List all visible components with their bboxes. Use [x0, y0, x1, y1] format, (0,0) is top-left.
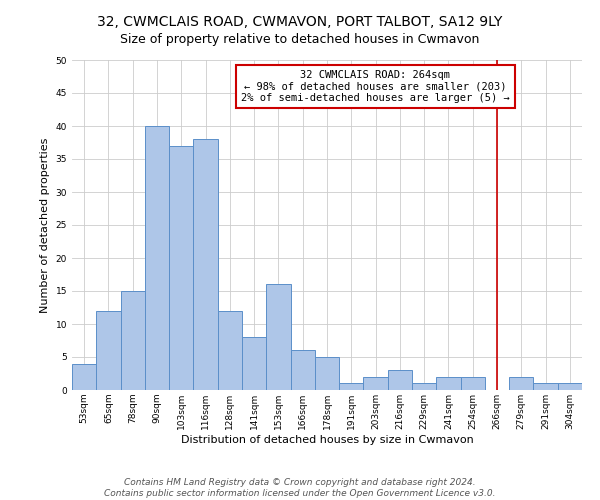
Bar — [388, 370, 412, 390]
Text: 32, CWMCLAIS ROAD, CWMAVON, PORT TALBOT, SA12 9LY: 32, CWMCLAIS ROAD, CWMAVON, PORT TALBOT,… — [97, 15, 503, 29]
Bar — [533, 384, 558, 390]
Bar — [72, 364, 96, 390]
Bar — [145, 126, 169, 390]
Bar — [364, 377, 388, 390]
Text: Contains HM Land Registry data © Crown copyright and database right 2024.
Contai: Contains HM Land Registry data © Crown c… — [104, 478, 496, 498]
Bar — [96, 311, 121, 390]
Bar — [290, 350, 315, 390]
Y-axis label: Number of detached properties: Number of detached properties — [40, 138, 50, 312]
Bar — [242, 337, 266, 390]
Text: 32 CWMCLAIS ROAD: 264sqm
← 98% of detached houses are smaller (203)
2% of semi-d: 32 CWMCLAIS ROAD: 264sqm ← 98% of detach… — [241, 70, 510, 103]
Bar — [121, 291, 145, 390]
Bar — [339, 384, 364, 390]
Bar — [169, 146, 193, 390]
Bar — [412, 384, 436, 390]
X-axis label: Distribution of detached houses by size in Cwmavon: Distribution of detached houses by size … — [181, 434, 473, 444]
Bar — [509, 377, 533, 390]
Bar — [218, 311, 242, 390]
Bar — [558, 384, 582, 390]
Text: Size of property relative to detached houses in Cwmavon: Size of property relative to detached ho… — [121, 32, 479, 46]
Bar — [193, 139, 218, 390]
Bar — [266, 284, 290, 390]
Bar — [436, 377, 461, 390]
Bar — [315, 357, 339, 390]
Bar — [461, 377, 485, 390]
